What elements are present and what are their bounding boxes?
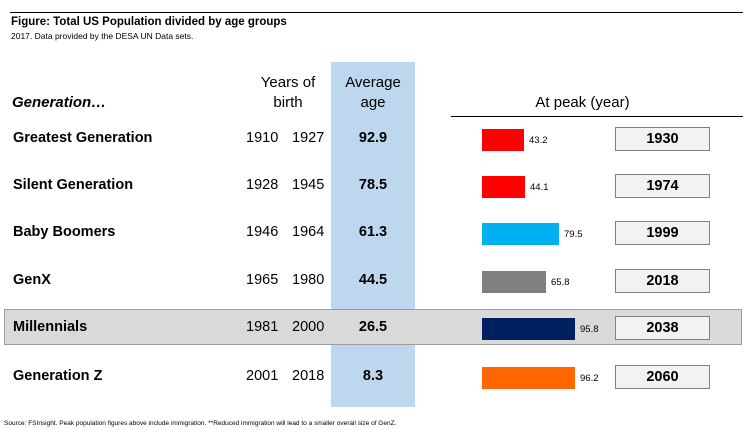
peak-bar-label: 79.5	[564, 229, 583, 240]
birth-year-end: 1927	[292, 130, 325, 146]
peak-bar-label: 96.2	[580, 373, 599, 384]
average-age-value: 44.5	[358, 272, 388, 288]
avg-header-line2: age	[360, 94, 386, 111]
average-age-value: 26.5	[358, 319, 388, 335]
peak-year-box: 2038	[615, 316, 710, 340]
peak-year-box: 2018	[615, 269, 710, 293]
avg-header-line1: Average	[345, 74, 401, 91]
generation-name: GenX	[13, 272, 51, 288]
years-header-line1: Years of	[260, 74, 316, 91]
generation-name: Silent Generation	[13, 177, 134, 193]
generation-name: Greatest Generation	[13, 130, 153, 146]
top-rule	[10, 12, 743, 13]
average-age-value: 8.3	[362, 368, 384, 384]
birth-year-end: 2000	[292, 319, 325, 335]
peak-bar-label: 95.8	[580, 324, 599, 335]
peak-bar-label: 43.2	[529, 135, 548, 146]
birth-year-end: 1980	[292, 272, 325, 288]
peak-bar-label: 65.8	[551, 277, 570, 288]
peak-year-box: 2060	[615, 365, 710, 389]
table-row: Greatest Generation 1910 1927 92.9 43.2 1930	[0, 127, 754, 153]
generation-header: Generation…	[12, 94, 107, 111]
peak-bar	[482, 223, 559, 245]
average-age-value: 78.5	[358, 177, 388, 193]
generation-name: Millennials	[13, 319, 88, 335]
peak-bar	[482, 318, 575, 340]
birth-year-start: 1965	[246, 272, 279, 288]
table-row: Millennials 1981 2000 26.5 95.8 2038	[0, 316, 754, 342]
birth-year-end: 1945	[292, 177, 325, 193]
years-header-line2: birth	[273, 94, 303, 111]
peak-bar	[482, 367, 575, 389]
source-note: Source: FSInsight. Peak population figur…	[4, 420, 397, 427]
birth-year-start: 1946	[246, 224, 279, 240]
average-age-column	[331, 62, 415, 407]
birth-year-start: 1981	[246, 319, 279, 335]
peak-bar	[482, 176, 525, 198]
figure-subtitle: 2017. Data provided by the DESA UN Data …	[11, 31, 194, 41]
generation-name: Baby Boomers	[13, 224, 116, 240]
peak-bar-label: 44.1	[530, 182, 549, 193]
peak-bar	[482, 271, 546, 293]
average-age-value: 61.3	[358, 224, 388, 240]
birth-year-start: 1928	[246, 177, 279, 193]
birth-year-start: 2001	[246, 368, 279, 384]
peak-header-rule	[451, 116, 743, 117]
birth-year-start: 1910	[246, 130, 279, 146]
table-row: Generation Z 2001 2018 8.3 96.2 2060	[0, 365, 754, 391]
peak-year-box: 1930	[615, 127, 710, 151]
average-age-value: 92.9	[358, 130, 388, 146]
table-row: Baby Boomers 1946 1964 61.3 79.5 1999	[0, 221, 754, 247]
birth-year-end: 1964	[292, 224, 325, 240]
peak-year-box: 1974	[615, 174, 710, 198]
peak-bar	[482, 129, 524, 151]
years-of-birth-header: Years of birth	[248, 73, 328, 113]
figure-title: Figure: Total US Population divided by a…	[11, 16, 287, 28]
table-row: Silent Generation 1928 1945 78.5 44.1 1974	[0, 174, 754, 200]
generation-name: Generation Z	[13, 368, 103, 384]
birth-year-end: 2018	[292, 368, 325, 384]
table-row: GenX 1965 1980 44.5 65.8 2018	[0, 269, 754, 295]
at-peak-header: At peak (year)	[535, 94, 630, 111]
peak-year-box: 1999	[615, 221, 710, 245]
average-age-header: Average age	[331, 73, 415, 113]
